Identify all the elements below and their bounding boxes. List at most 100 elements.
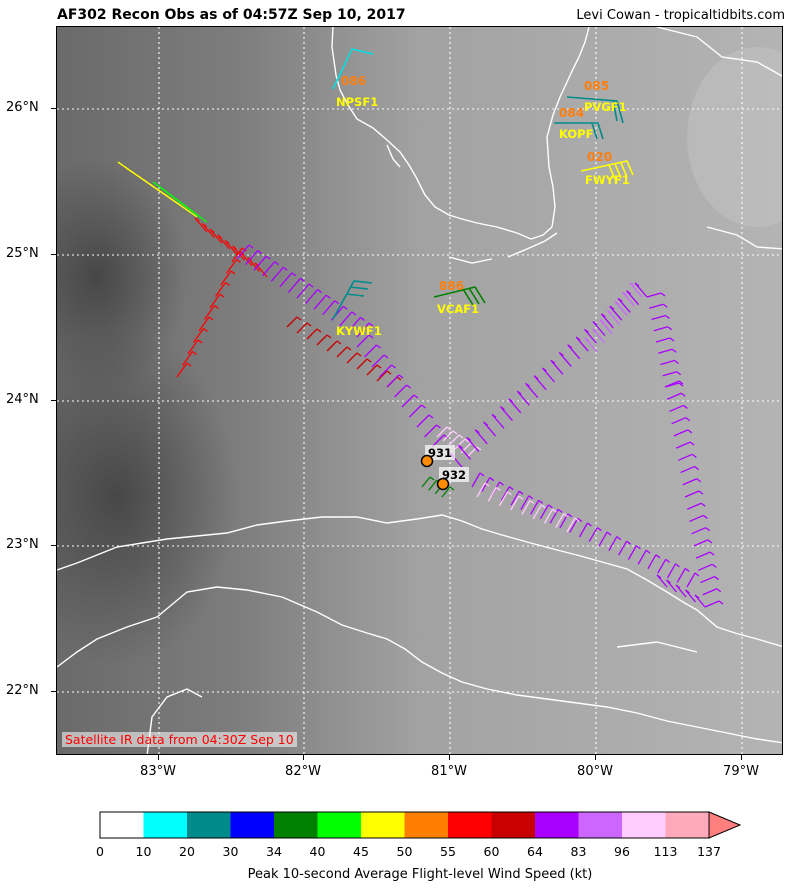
coast-detail xyxy=(386,144,401,168)
colorbar-cell xyxy=(361,812,405,838)
colorbar-title: Peak 10-second Average Flight-level Wind… xyxy=(247,867,593,882)
map-svg: 086 NPSF1 085 PVGF1 084 KOPF 020 FWYF1 K… xyxy=(57,27,782,754)
station-labels: 086 NPSF1 085 PVGF1 084 KOPF 020 FWYF1 K… xyxy=(336,74,630,338)
fwyf1-barb xyxy=(580,160,634,180)
colorbar-cell xyxy=(100,812,144,838)
track-segment xyxy=(584,282,643,353)
colorbar-cell xyxy=(404,812,449,838)
station-id-kywf1: KYWF1 xyxy=(336,324,382,338)
track-segment xyxy=(664,380,724,608)
lon-tickmark xyxy=(595,755,596,760)
pvgf1-barb xyxy=(566,96,624,124)
satellite-note: Satellite IR data from 04:30Z Sep 10 xyxy=(62,732,297,747)
station-id-pvgf1: PVGF1 xyxy=(584,100,627,114)
colorbar-tick-label: 83 xyxy=(570,844,587,859)
station-id-kopf: KOPF xyxy=(559,127,593,141)
track-segment xyxy=(436,426,482,458)
lon-tick-83: 83°W xyxy=(140,764,176,779)
lat-tickmark xyxy=(51,400,56,401)
flight-track-barbs xyxy=(117,161,724,608)
colorbar xyxy=(99,811,742,839)
track-segment xyxy=(449,282,648,468)
lon-tick-80: 80°W xyxy=(577,764,613,779)
florida-east-coast xyxy=(546,27,590,228)
center-fixes: 931 932 xyxy=(420,445,469,491)
fix-label-931: 931 xyxy=(428,446,452,460)
track-segment xyxy=(476,482,580,533)
colorbar-tick-label: 10 xyxy=(135,844,152,859)
lat-tickmark xyxy=(51,545,56,546)
station-id-fwyf1: FWYF1 xyxy=(585,173,630,187)
colorbar-cell xyxy=(317,812,362,838)
lon-tickmark xyxy=(741,755,742,760)
bahamas-coast xyxy=(706,226,782,250)
vcaf1-barb xyxy=(433,286,486,306)
lon-tickmark xyxy=(158,755,159,760)
lat-tick-25: 25°N xyxy=(6,246,39,261)
track-segment xyxy=(286,316,402,388)
station-value-fwyf1: 020 xyxy=(587,150,612,164)
fix-label-bg xyxy=(425,445,455,460)
colorbar-tick-label: 20 xyxy=(179,844,195,859)
lat-tickmark xyxy=(51,691,56,692)
center-fix-932[interactable] xyxy=(436,477,450,491)
colorbar-cell xyxy=(622,812,666,838)
lon-tick-81: 81°W xyxy=(431,764,467,779)
station-value-kopf: 084 xyxy=(559,106,584,120)
station-value-vcaf1: 886 xyxy=(439,279,464,293)
cuba-south-coast xyxy=(57,586,782,744)
colorbar-cell xyxy=(491,812,536,838)
colorbar-cell xyxy=(535,812,579,838)
lat-tickmark xyxy=(51,108,56,109)
colorbar-frame xyxy=(99,811,710,839)
lon-tick-82: 82°W xyxy=(285,764,321,779)
colorbar-cell xyxy=(578,812,623,838)
lat-tickmark xyxy=(51,254,56,255)
lon-tick-79: 79°W xyxy=(723,764,759,779)
colorbar-tick-label: 30 xyxy=(222,844,239,859)
colorbar-cell xyxy=(665,812,710,838)
colorbar-cell xyxy=(230,812,275,838)
florida-keys xyxy=(507,232,558,258)
fix-label-932: 932 xyxy=(442,468,466,482)
station-barbs xyxy=(332,48,634,320)
colorbar-tick-label: 0 xyxy=(96,844,104,859)
gridlines xyxy=(57,27,782,754)
npsf1-barb xyxy=(332,48,374,90)
colorbar-tick-label: 96 xyxy=(614,844,630,859)
colorbar-tick-label: 34 xyxy=(266,844,282,859)
colorbar-tick-label: 50 xyxy=(396,844,413,859)
station-id-vcaf1: VCAF1 xyxy=(437,302,479,316)
colorbar-tick-label: 137 xyxy=(697,844,721,859)
kopf-barb xyxy=(554,122,604,140)
colorbar-cell xyxy=(143,812,188,838)
track-segment xyxy=(176,247,247,378)
fix-label-bg xyxy=(439,467,469,482)
colorbar-tick-label: 40 xyxy=(309,844,326,859)
cuba-north-coast xyxy=(57,514,782,648)
colorbar-tick-label: 55 xyxy=(440,844,456,859)
cay-coast xyxy=(616,641,698,653)
florida-west-coast xyxy=(331,27,553,240)
colorbar-cells xyxy=(100,811,742,839)
track-segment xyxy=(356,334,449,448)
lat-tick-23: 23°N xyxy=(6,537,39,552)
map-panel[interactable]: 086 NPSF1 085 PVGF1 084 KOPF 020 FWYF1 K… xyxy=(56,26,783,755)
colorbar-tick-label: 64 xyxy=(527,844,543,859)
cloud-band xyxy=(687,47,782,227)
colorbar-cell xyxy=(274,812,318,838)
colorbar-cell xyxy=(187,812,231,838)
credit-label: Levi Cowan - tropicaltidbits.com xyxy=(576,8,785,23)
chart-title: AF302 Recon Obs as of 04:57Z Sep 10, 201… xyxy=(57,7,406,23)
track-segment xyxy=(646,292,684,388)
colorbar-cell xyxy=(448,812,492,838)
lat-tick-22: 22°N xyxy=(6,683,39,698)
bahamas-coast xyxy=(656,27,782,77)
colorbar-tick-label: 60 xyxy=(483,844,500,859)
lat-tick-26: 26°N xyxy=(6,100,39,115)
lon-tickmark xyxy=(303,755,304,760)
center-fix-931[interactable] xyxy=(420,454,434,468)
cloud-band xyxy=(57,157,187,397)
track-segment xyxy=(656,574,706,608)
station-id-npsf1: NPSF1 xyxy=(336,95,378,109)
